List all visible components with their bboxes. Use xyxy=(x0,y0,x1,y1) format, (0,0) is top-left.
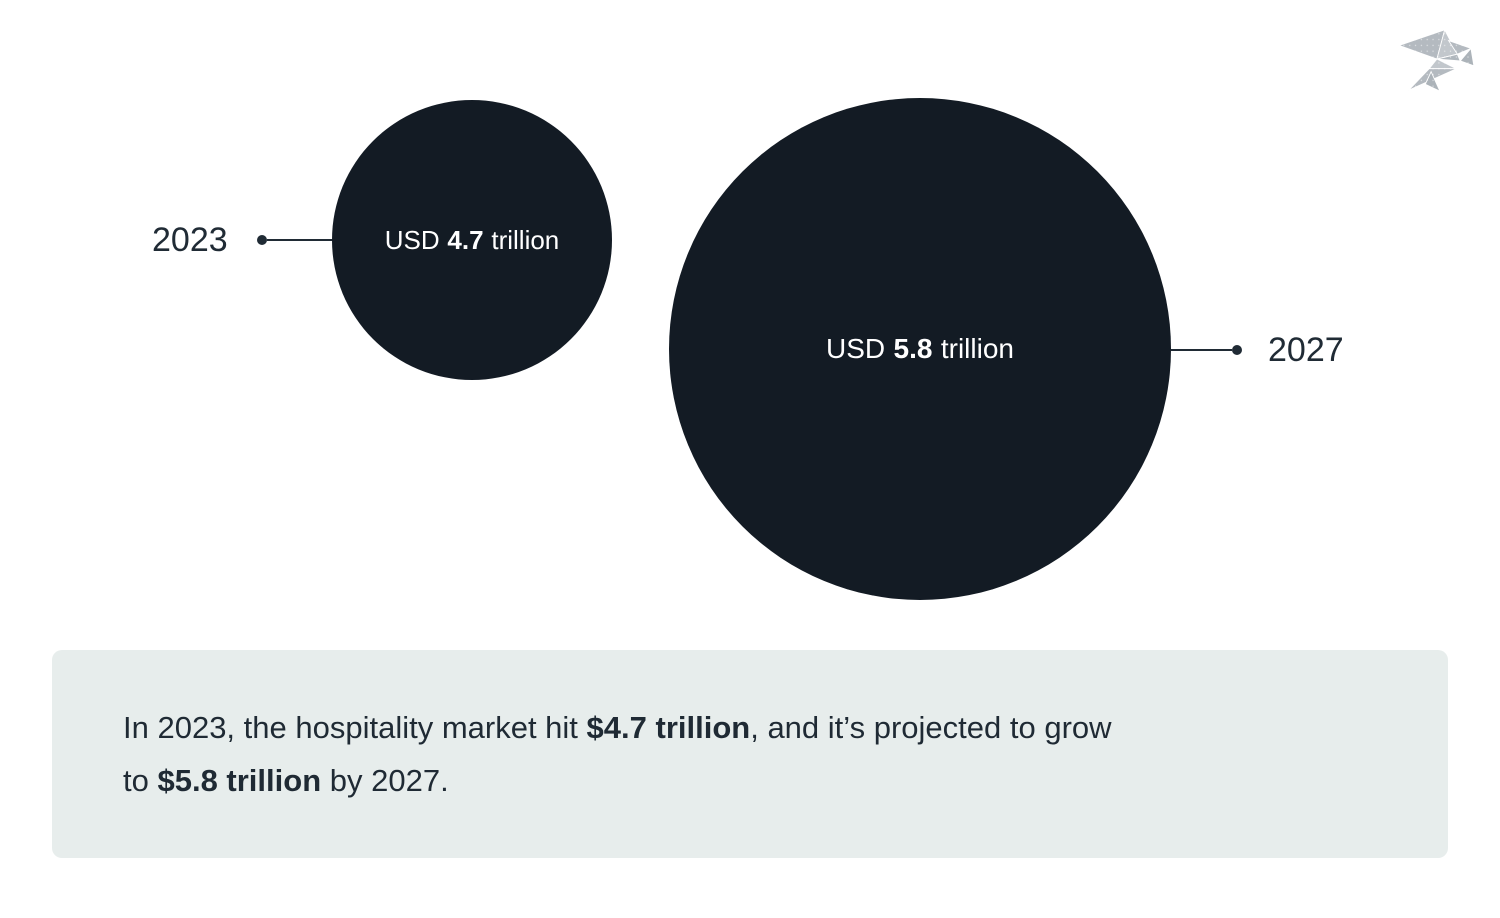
connector-2027 xyxy=(1171,345,1242,355)
connector-dot-2023 xyxy=(257,235,267,245)
origami-bird-logo-icon xyxy=(1396,26,1474,94)
year-label-2027: 2027 xyxy=(1268,331,1344,369)
connector-line-2023 xyxy=(267,239,332,241)
bubble-2023-currency: USD xyxy=(384,224,440,255)
bubble-2027: USD 5.8 trillion xyxy=(669,98,1171,600)
caption-segment-5-bold: $5.8 trillion xyxy=(157,763,322,798)
origami-bird-icon xyxy=(1397,28,1474,92)
bubble-2027-unit: trillion xyxy=(940,333,1014,364)
caption-card: In 2023, the hospitality market hit $4.7… xyxy=(52,650,1448,858)
bubble-2027-currency: USD xyxy=(826,333,886,364)
connector-2023 xyxy=(257,235,332,245)
bubble-2023-unit: trillion xyxy=(491,224,560,255)
caption-segment-6: by 2027. xyxy=(321,763,449,798)
year-label-2023: 2023 xyxy=(152,221,228,259)
bubble-2023-label: USD 4.7 trillion xyxy=(385,225,560,256)
caption-segment-4: to xyxy=(123,763,158,798)
caption-text: In 2023, the hospitality market hit $4.7… xyxy=(52,701,1172,807)
caption-segment-1: In 2023, the hospitality market hit xyxy=(123,710,587,745)
caption-segment-3: , and it’s projected to grow xyxy=(750,710,1112,745)
bubble-2027-label: USD 5.8 trillion xyxy=(826,333,1014,365)
connector-dot-2027 xyxy=(1232,345,1242,355)
bubble-2023-value: 4.7 xyxy=(447,224,484,255)
connector-line-2027 xyxy=(1171,349,1232,351)
caption-segment-2-bold: $4.7 trillion xyxy=(586,710,751,745)
bubble-2027-value: 5.8 xyxy=(893,333,933,364)
bubble-2023: USD 4.7 trillion xyxy=(332,100,612,380)
